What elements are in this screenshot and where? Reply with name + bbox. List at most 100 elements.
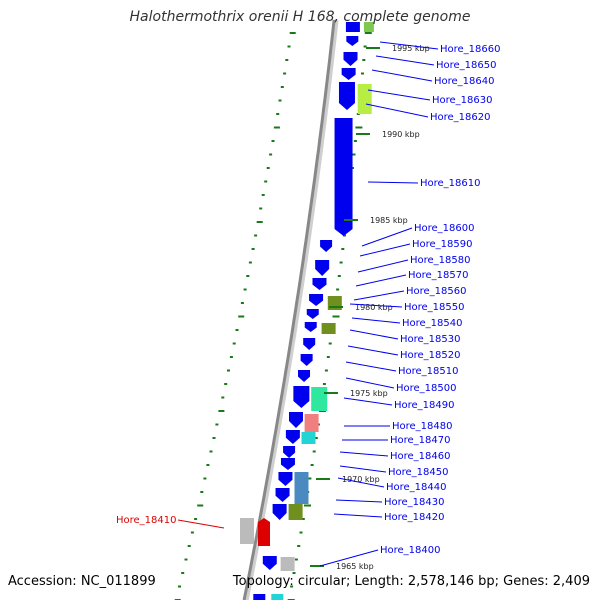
outer-tick [246,275,250,277]
kbp-marker-label: 1965 kbp [336,562,374,571]
gene-arrow [306,309,319,319]
gene-block [288,504,303,520]
gene-label: Hore_18450 [388,467,449,478]
outer-tick [197,504,204,507]
outer-tick [254,234,258,237]
gene-leader-line [333,513,383,518]
gene-features [240,22,374,600]
gene-leader-line [177,519,225,529]
gene-block [271,594,284,600]
kbp-marker-label: 1990 kbp [382,130,420,139]
kbp-marker-label: 1980 kbp [355,303,393,312]
gene-arrow [343,52,358,66]
gene-block [304,414,319,432]
gene-label: Hore_18520 [400,350,461,361]
gene-block [301,432,316,444]
gene-leader-line [345,377,395,389]
outer-tick [259,207,263,210]
outer-tick [243,288,247,291]
kbp-marker-label: 1975 kbp [350,389,388,398]
gene-label: Hore_18620 [430,112,491,123]
outer-tick [280,86,284,88]
gene-block [280,557,295,571]
gene-block [321,323,336,334]
gene-label: Hore_18630 [432,95,493,106]
outer-tick [240,302,244,304]
gene-label: Hore_18540 [402,318,463,329]
gene-arrow [309,294,324,306]
gene-label: Hore_18640 [434,76,495,87]
gene-leader-line [347,345,399,356]
outer-tick [266,167,270,169]
gene-block-gray [240,518,254,544]
gene-label: Hore_18530 [400,334,461,345]
kbp-marker-label: 1985 kbp [370,216,408,225]
gene-leader-line [335,499,383,503]
inner-tick [304,504,311,507]
inner-tick [322,383,326,385]
outer-tick [184,558,188,561]
outer-tick [190,531,194,534]
gene-label: Hore_18460 [390,451,451,462]
gene-block [357,84,372,114]
gene-label: Hore_18430 [384,497,445,508]
gene-arrow [262,556,277,570]
gene-arrow [304,322,317,332]
inner-tick [299,531,303,534]
inner-tick [339,261,343,264]
gene-leader-line [345,361,397,372]
gene-leader-line [339,465,387,473]
gene-leader-line [359,243,411,257]
outer-tick [276,113,280,115]
outer-tick [224,383,228,385]
gene-leader-line [353,290,405,301]
gene-leader-line [339,451,389,457]
inner-tick [328,342,332,345]
gene-leader-line [351,317,401,324]
gene-arrow [346,36,359,46]
outer-tick [264,180,268,183]
gene-arrow [338,82,355,110]
gene-arrow [300,354,313,366]
gene-label: Hore_18600 [414,223,475,234]
gene-block [345,22,360,32]
gene-arrow [283,446,296,458]
inner-tick [361,72,364,75]
inner-tick [353,140,357,142]
outer-tick [221,396,225,399]
genome-title: Halothermothrix orenii H 168, complete g… [129,9,471,25]
gene-leader-line [355,274,407,287]
gene-arrow [293,386,310,408]
outer-tick [273,126,280,129]
inner-tick [343,234,346,237]
highlighted-gene-arrow [258,518,270,546]
gene-leader-line [319,549,379,567]
gene-arrow [315,260,330,276]
genome-summary-text: Topology: circular; Length: 2,578,146 bp… [232,574,590,589]
outer-tick [194,518,198,520]
outer-tick [238,315,245,318]
inner-tick [355,126,363,129]
gene-leader-line [361,227,413,247]
gene-block [363,22,374,32]
inner-tick [324,369,328,372]
gene-leader-line [349,303,403,308]
gene-leader-line [357,259,409,273]
gene-label: Hore_18470 [390,435,451,446]
gene-leader-line [349,329,399,340]
gene-block [253,594,266,600]
gene-block [294,472,309,504]
gene-arrow [288,412,303,428]
outer-tick [256,221,263,223]
outer-tick [278,99,282,102]
gene-label: Hore_18420 [384,512,445,523]
gene-block [311,387,328,411]
inner-tick [364,32,372,34]
gene-arrow [285,430,300,444]
inner-tick [314,437,318,439]
gene-leader-line [365,103,429,118]
gene-leader-line [371,69,433,82]
outer-tick [218,410,225,412]
gene-arrow [272,504,287,520]
